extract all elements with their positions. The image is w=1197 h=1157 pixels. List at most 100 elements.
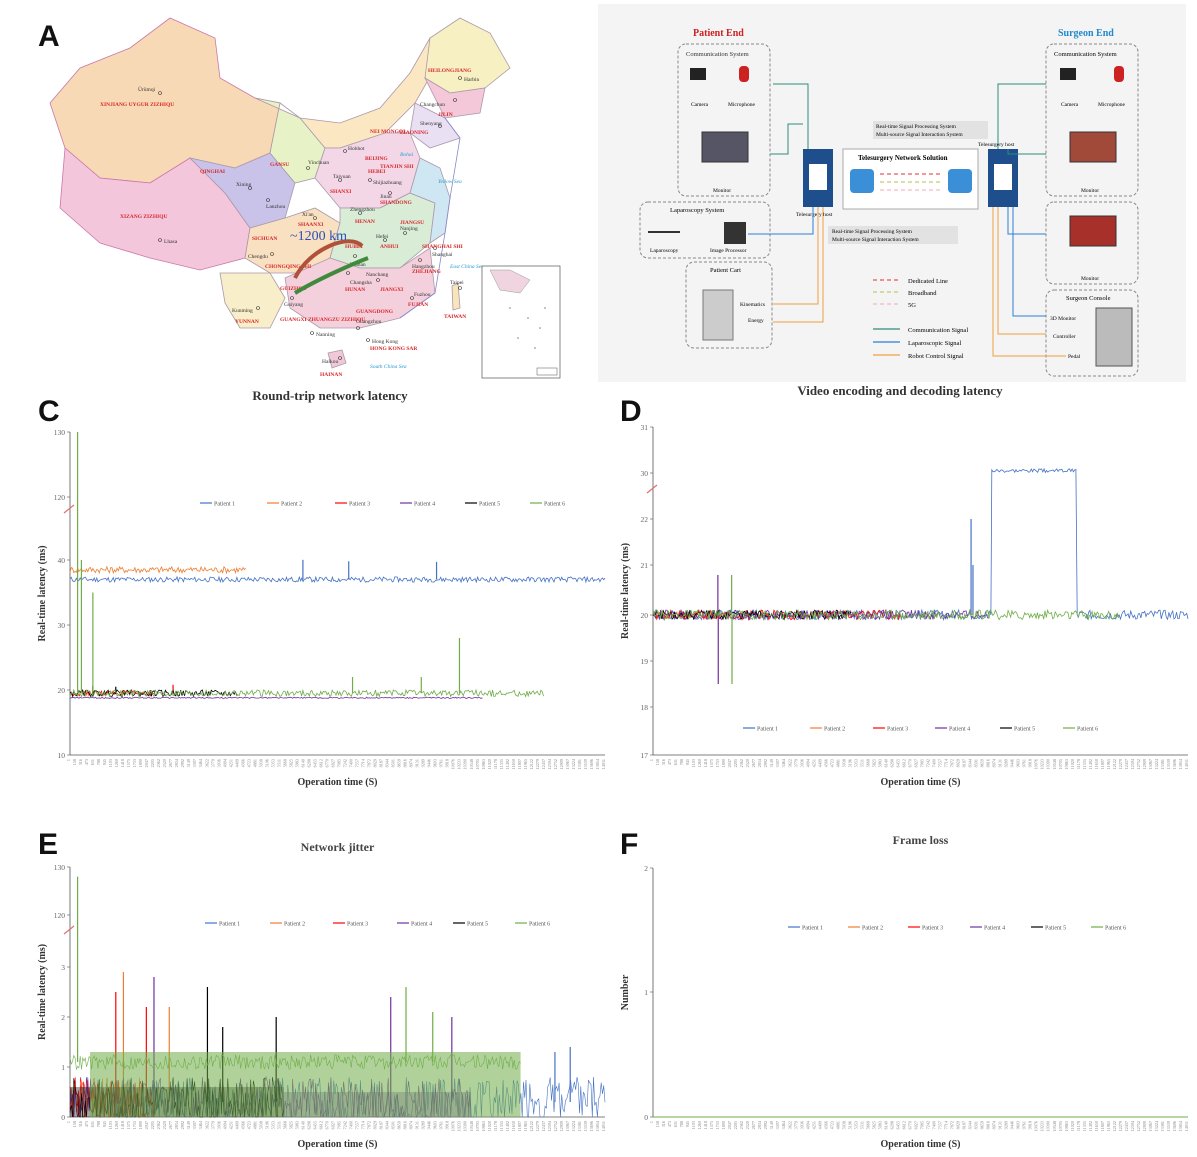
y-tick-label: 21 — [641, 561, 649, 570]
x-tick-label: 1260 — [114, 1121, 119, 1129]
legend-label: Patient 2 — [284, 922, 305, 928]
series-line — [69, 688, 544, 698]
x-tick-label: 10705 — [475, 759, 480, 769]
x-tick-label: 2520 — [162, 1121, 167, 1129]
x-tick-label: 9131 — [998, 759, 1003, 767]
x-tick-label: 2047 — [727, 759, 732, 767]
city-shenyang: Shenyang — [420, 121, 442, 127]
x-tick-label: 3149 — [769, 1121, 774, 1129]
x-tick-label: 14011 — [601, 759, 606, 769]
x-tick-label: 4723 — [829, 759, 834, 767]
comm-arrow-surgeon — [997, 83, 1046, 149]
x-tick-label: 13854 — [1178, 1120, 1183, 1131]
x-tick-label: 7557 — [355, 759, 360, 767]
label-shanxi: SHANXI — [330, 189, 351, 195]
y-tick-label: 0 — [61, 1113, 65, 1122]
x-tick-label: 11020 — [1070, 759, 1075, 769]
x-tick-label: 13539 — [1166, 1121, 1171, 1131]
x-tick-label: 1890 — [721, 1121, 726, 1129]
series-line — [652, 608, 1120, 621]
x-tick-label: 1575 — [126, 1121, 131, 1129]
city-taiyuan: Taiyuan — [333, 174, 351, 180]
x-tick-label: 7557 — [355, 1121, 360, 1129]
city-urumqi: Ürümqi — [138, 86, 156, 93]
x-tick-label: 788 — [96, 1121, 101, 1127]
patient-comm-title: Communication System — [686, 51, 749, 58]
x-tick-label: 8501 — [974, 759, 979, 767]
y-tick-label: 18 — [641, 703, 649, 712]
label-fujian: FUJIAN — [408, 302, 428, 308]
x-tick-label: 6298 — [889, 1121, 894, 1129]
x-tick-label: 13381 — [577, 759, 582, 769]
x-tick-label: 10548 — [469, 759, 474, 769]
x-tick-label: 5511 — [276, 1121, 281, 1129]
x-tick-label: 9761 — [1022, 1121, 1027, 1129]
series-line — [69, 696, 483, 699]
x-tick-label: 8029 — [373, 759, 378, 767]
x-tick-label: 11650 — [1094, 759, 1099, 769]
y-tick-label: 120 — [54, 911, 66, 920]
city-jinan: Jinan — [380, 194, 392, 200]
city-xian: Xi'an — [302, 212, 314, 218]
y-tick-label: 130 — [54, 863, 66, 872]
network-icon-right — [948, 169, 972, 193]
x-tick-label: 7085 — [920, 1121, 925, 1129]
x-tick-label: 6612 — [901, 1121, 906, 1129]
legend-label: Patient 2 — [824, 727, 845, 733]
x-tick-label: 11335 — [499, 1121, 504, 1131]
surgeon-microphone-label: Microphone — [1098, 102, 1125, 108]
x-tick-label: 9603 — [433, 1121, 438, 1129]
x-tick-label: 7872 — [367, 759, 372, 767]
x-tick-label: 1733 — [132, 1121, 137, 1129]
x-tick-label: 4566 — [240, 1121, 245, 1129]
x-axis-label: Operation time (S) — [298, 1139, 378, 1150]
city-yinchuan: Yinchuan — [308, 160, 329, 166]
x-tick-label: 9761 — [439, 1121, 444, 1129]
x-tick-label: 1260 — [114, 759, 119, 767]
x-tick-label: 8501 — [974, 1121, 979, 1129]
diagram-svg: Patient End Surgeon End Communication Sy… — [639, 28, 1139, 377]
surgeon-monitor2-icon — [1069, 215, 1117, 247]
inset-scale — [536, 367, 558, 376]
x-tick-label: 12909 — [1142, 759, 1147, 769]
x-tick-label: 5668 — [282, 759, 287, 767]
patient-camera-label: Camera — [691, 102, 709, 108]
x-tick-label: 12909 — [559, 759, 564, 769]
x-tick-label: 5983 — [294, 759, 299, 767]
x-tick-label: 9131 — [415, 1121, 420, 1129]
legend-label: Patient 1 — [802, 926, 823, 932]
label-sichuan: SICHUAN — [252, 236, 277, 242]
x-tick-label: 12437 — [1124, 1121, 1129, 1131]
sea-east-china: East China Sea — [449, 264, 484, 270]
x-tick-label: 5825 — [871, 1121, 876, 1129]
x-tick-label: 2362 — [739, 759, 744, 767]
telesurgery-diagram: Patient End Surgeon End Communication Sy… — [598, 4, 1186, 382]
x-tick-label: 3307 — [192, 1121, 197, 1129]
x-tick-label: 11335 — [1082, 1121, 1087, 1131]
legend-label: Patient 1 — [214, 502, 235, 508]
x-tick-label: 7557 — [938, 759, 943, 767]
city-hongkong: Hong Kong — [372, 339, 398, 345]
x-tick-label: 4881 — [252, 759, 257, 767]
city-zhengzhou: Zhengzhou — [350, 207, 375, 213]
x-tick-label: 4723 — [246, 759, 251, 767]
x-tick-label: 5511 — [276, 759, 281, 767]
legend-5g-label: 5G — [908, 302, 916, 309]
x-tick-label: 13381 — [1160, 1121, 1165, 1131]
x-tick-label: 10705 — [1058, 1121, 1063, 1131]
series-line — [652, 608, 852, 621]
x-tick-label: 8816 — [986, 759, 991, 767]
x-tick-label: 473 — [84, 759, 89, 765]
x-tick-label: 1575 — [126, 759, 131, 767]
x-tick-label: 12122 — [1112, 759, 1117, 769]
x-tick-label: 1 — [66, 1121, 71, 1123]
y-axis-label: Real-time latency (ms) — [37, 944, 48, 1040]
x-tick-label: 10076 — [451, 1121, 456, 1131]
axis-break-mark — [63, 925, 75, 935]
x-tick-label: 7400 — [349, 1121, 354, 1129]
y-tick-label: 1 — [61, 1063, 65, 1072]
x-tick-label: 4094 — [222, 1120, 227, 1129]
rt-signal-box-top — [873, 121, 988, 139]
x-tick-label: 2520 — [745, 759, 750, 767]
